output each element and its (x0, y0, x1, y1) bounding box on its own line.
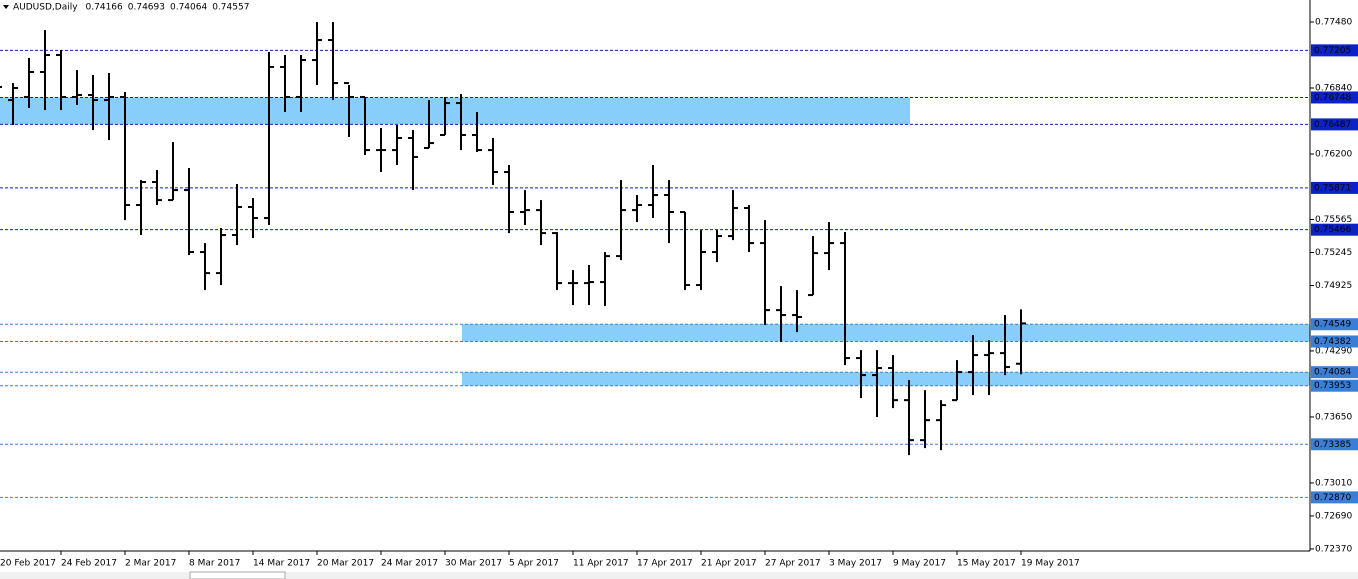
level-label-bg (1311, 91, 1358, 104)
level-label: 0.73953 (1314, 381, 1351, 391)
symbol: AUDUSD,Daily (13, 3, 78, 13)
level-label-bg (1311, 438, 1358, 451)
y-tick-label: 0.75245 (1315, 248, 1352, 258)
y-tick-label: 0.74290 (1315, 346, 1352, 356)
level-label: 0.75466 (1314, 225, 1351, 235)
header-open: 0.74166 (86, 3, 123, 13)
x-tick-label: 19 May 2017 (1021, 559, 1080, 569)
header-low: 0.74064 (170, 3, 207, 13)
level-label-bg (1311, 44, 1358, 57)
level-label: 0.75871 (1314, 183, 1351, 193)
axis: 0.77480 0.76840 0.76200 0.75565 0.75245 0.749… (0, 18, 1358, 569)
x-tick-label: 14 Mar 2017 (253, 559, 310, 569)
y-tick-label: 0.74925 (1315, 281, 1352, 291)
x-tick-label: 8 Mar 2017 (189, 559, 240, 569)
x-tick-label: 3 May 2017 (829, 559, 882, 569)
x-tick-label: 2 Mar 2017 (125, 559, 176, 569)
level-label-bg (1311, 366, 1358, 379)
y-tick-label: 0.76200 (1315, 149, 1352, 159)
zone (462, 372, 1310, 386)
level-label: 0.76487 (1314, 120, 1351, 130)
zone (0, 97, 910, 125)
y-tick-label: 0.72690 (1315, 511, 1352, 521)
y-tick-label: 0.75565 (1315, 215, 1352, 225)
header-high: 0.74693 (128, 3, 165, 13)
y-tick-label: 0.76840 (1315, 83, 1352, 93)
level-label-bg (1311, 181, 1358, 194)
levels (0, 49, 1310, 498)
level-label: 0.74084 (1314, 368, 1351, 378)
y-tick-label: 0.77480 (1315, 18, 1352, 28)
bars (0, 22, 1026, 456)
y-tick-label: 0.72370 (1315, 544, 1352, 554)
y-tick-label: 0.73650 (1315, 412, 1352, 422)
zone (462, 324, 1310, 342)
y-tick-label: 0.73010 (1315, 478, 1352, 488)
level-label: 0.77205 (1314, 46, 1351, 56)
tab[interactable] (189, 571, 286, 579)
chart-header: AUDUSD,Daily 0.74166 0.74693 0.74064 0.7… (13, 3, 249, 13)
level-label-bg (1311, 491, 1358, 504)
x-tick-label: 20 Feb 2017 (0, 559, 56, 569)
x-tick-label: 15 May 2017 (957, 559, 1016, 569)
menu-triangle[interactable] (3, 5, 9, 9)
x-tick-label: 24 Mar 2017 (381, 559, 438, 569)
level-label-bg (1311, 335, 1358, 348)
x-tick-label: 20 Mar 2017 (317, 559, 374, 569)
x-tick-label: 30 Mar 2017 (445, 559, 502, 569)
level-label: 0.74382 (1314, 337, 1351, 347)
x-tick-label: 5 Apr 2017 (509, 559, 559, 569)
header-close: 0.74557 (212, 3, 249, 13)
level-label: 0.76748 (1314, 93, 1351, 103)
x-tick-label: 24 Feb 2017 (61, 559, 117, 569)
x-tick-label: 17 Apr 2017 (637, 559, 693, 569)
x-tick-label: 11 Apr 2017 (573, 559, 629, 569)
level-label: 0.72870 (1314, 493, 1351, 503)
level-label-bg (1311, 379, 1358, 392)
level-label-bg (1311, 318, 1358, 331)
level-label: 0.73385 (1314, 440, 1351, 450)
x-tick-label: 21 Apr 2017 (701, 559, 757, 569)
tab-strip (0, 572, 1358, 579)
level-label-bg (1311, 223, 1358, 236)
level-label-bg (1311, 118, 1358, 131)
x-tick-label: 9 May 2017 (893, 559, 946, 569)
zones (0, 97, 1310, 386)
level-label: 0.74549 (1314, 320, 1351, 330)
x-tick-label: 27 Apr 2017 (765, 559, 821, 569)
